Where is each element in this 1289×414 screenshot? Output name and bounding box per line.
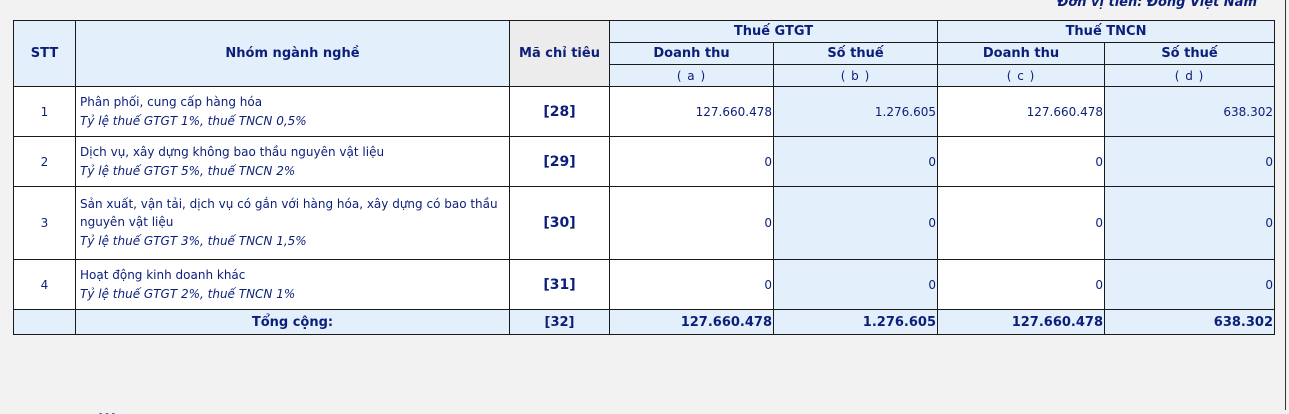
total-vat-tax: 1.276.605 xyxy=(773,309,938,335)
header-col-c: ( c ) xyxy=(937,64,1105,87)
tax-table: STT Nhóm ngành nghề Mã chỉ tiêu Thuế GTG… xyxy=(13,20,1276,335)
window-right-border xyxy=(1285,0,1286,410)
currency-unit-label: Đơn vị tiền: Đồng Việt Nam xyxy=(1057,0,1257,10)
row-group: Hoạt động kinh doanh khác Tỷ lệ thuế GTG… xyxy=(75,259,510,310)
row-group: Phân phối, cung cấp hàng hóa Tỷ lệ thuế … xyxy=(75,86,510,137)
row-vat-revenue-input[interactable]: 0 xyxy=(609,186,774,260)
total-pit-tax: 638.302 xyxy=(1103,309,1276,335)
row-pit-tax: 638.302 xyxy=(1103,86,1276,137)
header-col-a: ( a ) xyxy=(609,64,774,87)
header-pit-tax: Số thuế xyxy=(1103,42,1276,65)
row-tax-rate: Tỷ lệ thuế GTGT 2%, thuế TNCN 1% xyxy=(80,286,296,301)
row-group-name: Dịch vụ, xây dựng không bao thầu nguyên … xyxy=(80,144,385,159)
row-vat-tax: 0 xyxy=(773,186,938,260)
row-code: [31] xyxy=(509,259,610,310)
next-section-heading-clipped: ... xyxy=(98,407,388,414)
total-pit-revenue: 127.660.478 xyxy=(937,309,1105,335)
row-stt: 2 xyxy=(13,136,76,187)
row-group: Dịch vụ, xây dựng không bao thầu nguyên … xyxy=(75,136,510,187)
row-pit-tax: 0 xyxy=(1103,186,1276,260)
row-code: [28] xyxy=(509,86,610,137)
row-pit-tax: 0 xyxy=(1103,259,1276,310)
row-group-name: Hoạt động kinh doanh khác xyxy=(80,267,246,282)
header-vat-tax: Số thuế xyxy=(773,42,938,65)
row-pit-revenue-input[interactable]: 0 xyxy=(937,186,1105,260)
total-code: [32] xyxy=(509,309,610,335)
row-vat-tax: 0 xyxy=(773,259,938,310)
header-stt: STT xyxy=(13,20,76,87)
row-stt: 1 xyxy=(13,86,76,137)
header-group: Nhóm ngành nghề xyxy=(75,20,510,87)
row-group-name: Sản xuất, vận tải, dịch vụ có gắn với hà… xyxy=(80,197,498,229)
row-vat-tax: 0 xyxy=(773,136,938,187)
row-vat-revenue-input[interactable]: 0 xyxy=(609,136,774,187)
header-col-d: ( d ) xyxy=(1103,64,1276,87)
header-code: Mã chỉ tiêu xyxy=(509,20,610,87)
row-tax-rate: Tỷ lệ thuế GTGT 1%, thuế TNCN 0,5% xyxy=(80,113,307,128)
table-row: 2 Dịch vụ, xây dựng không bao thầu nguyê… xyxy=(13,136,1276,187)
row-pit-tax: 0 xyxy=(1103,136,1276,187)
tax-table-container: STT Nhóm ngành nghề Mã chỉ tiêu Thuế GTG… xyxy=(13,20,1276,335)
row-pit-revenue-input[interactable]: 0 xyxy=(937,136,1105,187)
row-vat-revenue-input[interactable]: 0 xyxy=(609,259,774,310)
row-group: Sản xuất, vận tải, dịch vụ có gắn với hà… xyxy=(75,186,510,260)
table-row: 1 Phân phối, cung cấp hàng hóa Tỷ lệ thu… xyxy=(13,86,1276,137)
header-pit-revenue: Doanh thu xyxy=(937,42,1105,65)
row-pit-revenue-input[interactable]: 0 xyxy=(937,259,1105,310)
header-col-b: ( b ) xyxy=(773,64,938,87)
row-pit-revenue-input[interactable]: 127.660.478 xyxy=(937,86,1105,137)
row-tax-rate: Tỷ lệ thuế GTGT 5%, thuế TNCN 2% xyxy=(80,163,296,178)
row-stt: 3 xyxy=(13,186,76,260)
total-vat-revenue: 127.660.478 xyxy=(609,309,774,335)
table-row: 4 Hoạt động kinh doanh khác Tỷ lệ thuế G… xyxy=(13,259,1276,310)
header-vat-revenue: Doanh thu xyxy=(609,42,774,65)
row-vat-revenue-input[interactable]: 127.660.478 xyxy=(609,86,774,137)
row-vat-tax: 1.276.605 xyxy=(773,86,938,137)
header-vat: Thuế GTGT xyxy=(609,20,938,43)
row-code: [30] xyxy=(509,186,610,260)
total-stt-empty xyxy=(13,309,76,335)
header-pit: Thuế TNCN xyxy=(936,20,1276,43)
row-tax-rate: Tỷ lệ thuế GTGT 3%, thuế TNCN 1,5% xyxy=(80,234,307,248)
table-row: 3 Sản xuất, vận tải, dịch vụ có gắn với … xyxy=(13,186,1276,260)
next-section-heading-text: ... xyxy=(98,407,388,414)
total-label: Tổng cộng: xyxy=(75,309,510,335)
total-row: Tổng cộng: [32] 127.660.478 1.276.605 12… xyxy=(13,309,1276,335)
row-stt: 4 xyxy=(13,259,76,310)
row-group-name: Phân phối, cung cấp hàng hóa xyxy=(80,94,263,109)
row-code: [29] xyxy=(509,136,610,187)
